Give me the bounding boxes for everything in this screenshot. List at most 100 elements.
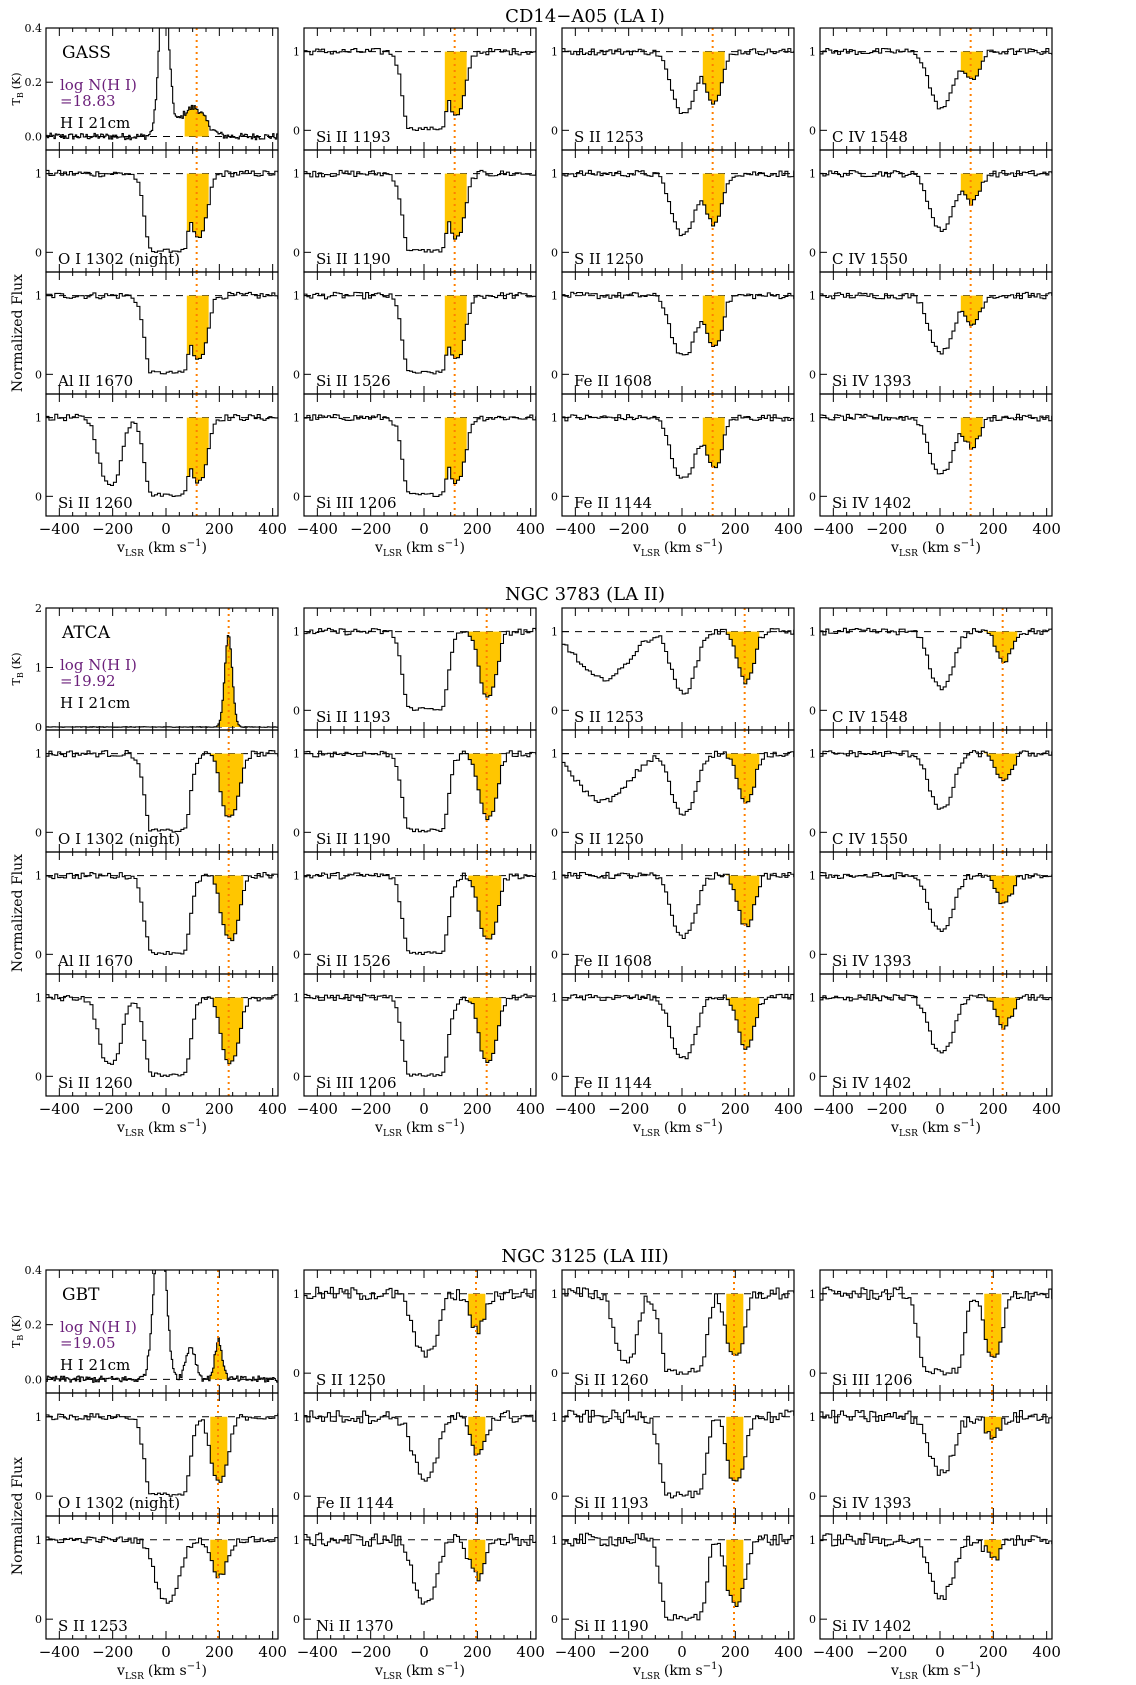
- x-axis-close: ): [975, 540, 980, 556]
- velocity-fill: [726, 631, 760, 684]
- chart-block-0: CD14−A05 (LA I) 0.0 0.2 0.4 GASS log N(H I)=1…: [10, 6, 1061, 559]
- y-tick-label: 1: [293, 168, 300, 181]
- x-tick-label: 200: [721, 1100, 750, 1118]
- x-axis-unit: (km s: [664, 1120, 703, 1136]
- y-tick-label: 1: [809, 168, 816, 181]
- panel-inner: [820, 150, 1052, 272]
- x-axis-exp: −1: [187, 1118, 202, 1129]
- y-tick-label: 1: [35, 412, 42, 425]
- y-tick-label: 0.2: [25, 1319, 43, 1332]
- y-tick-label: 0: [809, 704, 816, 717]
- x-axis-sub: LSR: [899, 549, 918, 559]
- y-tick-label: 1: [35, 748, 42, 761]
- hi-y-unit: (K): [10, 652, 23, 669]
- y-tick-label: 1: [35, 168, 42, 181]
- panel-label: O I 1302 (night): [58, 1494, 180, 1512]
- x-axis-sub: LSR: [383, 1672, 402, 1682]
- y-tick-label: 0: [551, 1490, 558, 1503]
- y-tick-label: 0.4: [25, 22, 43, 35]
- panel-label: H I 21cm: [60, 114, 130, 132]
- x-tick-label: −400: [39, 520, 80, 538]
- y-tick-label: 0: [809, 1070, 816, 1083]
- velocity-fill: [984, 997, 1018, 1030]
- panel-si-iv-1402: 0 1 Si IV 1402 −400 −200 0 200 400 vLSR (km s−1): [809, 393, 1061, 559]
- x-axis-close: ): [459, 1120, 464, 1136]
- panel-label: O I 1302 (night): [58, 250, 180, 268]
- x-axis-title: vLSR (km s−1): [890, 1118, 981, 1139]
- panel-inner: [820, 1393, 1052, 1516]
- panel-c-iv-1550: 0 1 C IV 1550: [809, 149, 1053, 273]
- y-tick-label: 1: [293, 1288, 300, 1301]
- y-tick-label: 0: [809, 1367, 816, 1380]
- y-tick-label: 0: [293, 1070, 300, 1083]
- x-tick-label: 200: [979, 1100, 1008, 1118]
- velocity-fill: [702, 417, 725, 468]
- velocity-fill: [468, 1539, 486, 1581]
- panel-label: Si II 1526: [316, 372, 391, 390]
- velocity-fill: [726, 874, 760, 927]
- y-tick-label: 0: [293, 1490, 300, 1503]
- y-tick-label: 0: [551, 704, 558, 717]
- panel-inner: [46, 1393, 278, 1516]
- panel-si-ii-1190: 0 1 Si II 1190: [293, 729, 537, 853]
- spectrum-line: [304, 1410, 536, 1482]
- spectrum-line: [820, 291, 1052, 355]
- panel-frame: [819, 973, 1053, 1097]
- column-density-value: =19.92: [60, 672, 116, 690]
- spectrum-line: [304, 1286, 536, 1358]
- panel-label: Si II 1190: [574, 1617, 649, 1635]
- panel-inner: [562, 974, 794, 1096]
- x-axis-unit: (km s: [148, 1663, 187, 1679]
- velocity-fill: [210, 997, 244, 1064]
- panel-s-ii-1250: 0 1 S II 1250: [551, 149, 795, 273]
- panel-inner: [304, 28, 536, 150]
- x-axis-sub: LSR: [125, 1672, 144, 1682]
- panel-frame: [303, 973, 537, 1097]
- y-tick-label: 0: [293, 826, 300, 839]
- x-axis-close: ): [201, 540, 206, 556]
- x-axis-exp: −1: [703, 1661, 718, 1672]
- spectrum-line: [562, 750, 794, 816]
- panel-inner: [46, 1270, 278, 1393]
- y-tick-label: 0: [35, 721, 42, 734]
- x-tick-label: 200: [463, 520, 492, 538]
- x-axis-unit: (km s: [922, 540, 961, 556]
- x-axis-exp: −1: [445, 1661, 460, 1672]
- panel-inner: [820, 608, 1052, 730]
- y-tick-label: 0: [35, 1490, 42, 1503]
- panel-label: C IV 1548: [832, 708, 908, 726]
- velocity-fill: [208, 1337, 228, 1381]
- spectrum-line: [304, 169, 536, 253]
- panel-o-i-1302-night-: 0 1 O I 1302 (night): [35, 729, 279, 853]
- spectrum-line: [820, 1409, 1052, 1476]
- velocity-fill: [726, 1539, 744, 1607]
- column-density-label: log N(H I): [60, 1318, 137, 1336]
- panel-frame: [561, 1515, 795, 1640]
- panel-inner: [820, 1270, 1052, 1393]
- panel-c-iv-1548: 0 1 C IV 1548: [809, 607, 1053, 731]
- panel-label: Si II 1193: [316, 708, 391, 726]
- y-tick-label: 1: [551, 870, 558, 883]
- velocity-fill: [702, 173, 725, 226]
- x-tick-label: −200: [92, 520, 133, 538]
- x-tick-label: 400: [516, 1100, 545, 1118]
- panel-inner: [304, 1516, 536, 1639]
- panel-frame: [561, 973, 795, 1097]
- x-tick-label: 400: [774, 520, 803, 538]
- x-axis-unit: (km s: [664, 540, 703, 556]
- y-tick-label: 0: [35, 826, 42, 839]
- panel-h-i-21cm: 0.0 0.2 0.4 GBT log N(H I)=19.05 H I 21cm: [25, 1264, 279, 1394]
- x-axis-unit: (km s: [148, 1120, 187, 1136]
- panel-inner: [562, 1270, 794, 1393]
- panel-fe-ii-1144: 0 1 Fe II 1144 −400 −200 0 200 400 vLSR (km s−1): [551, 393, 803, 559]
- chart-title: NGC 3783 (LA II): [505, 584, 665, 605]
- panel-o-i-1302-night-: 0 1 O I 1302 (night): [35, 1392, 279, 1517]
- spectrum-line: [820, 169, 1052, 233]
- y-tick-label: 1: [293, 46, 300, 59]
- y-tick-label: 0: [809, 124, 816, 137]
- x-axis-title: vLSR (km s−1): [632, 1661, 723, 1682]
- x-axis-unit: (km s: [406, 1120, 445, 1136]
- velocity-fill: [444, 295, 467, 359]
- panel-label: C IV 1548: [832, 128, 908, 146]
